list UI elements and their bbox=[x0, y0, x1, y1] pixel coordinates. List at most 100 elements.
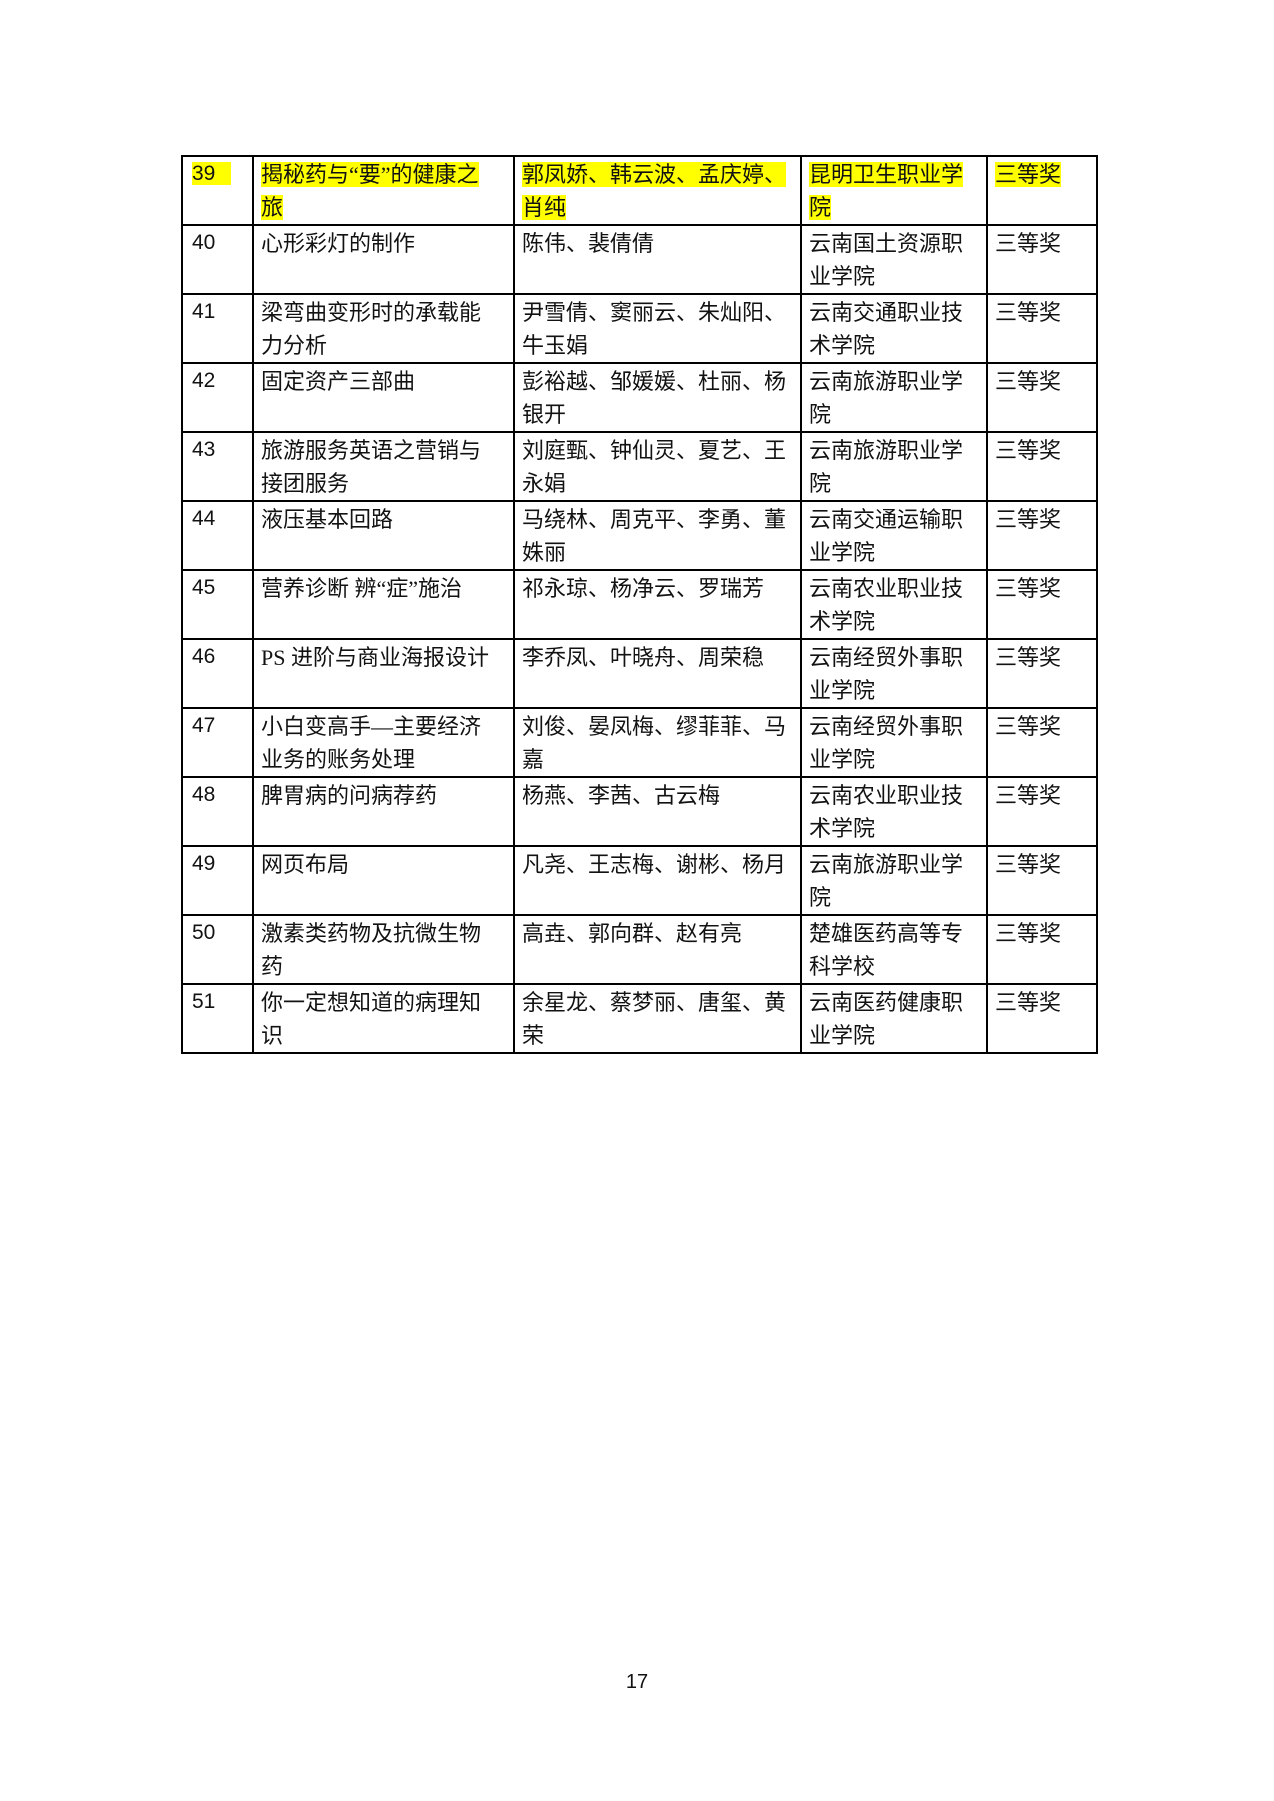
authors-text: 郭凤娇、韩云波、孟庆婷、 肖纯 bbox=[522, 162, 787, 220]
title-cell: 揭秘药与“要”的健康之 旅 bbox=[252, 155, 515, 226]
award-cell: 三等奖 bbox=[986, 569, 1098, 640]
award-text: 三等奖 bbox=[995, 576, 1062, 601]
institution-text: 云南交通职业技 术学院 bbox=[809, 300, 964, 358]
award-cell: 三等奖 bbox=[986, 155, 1098, 226]
award-cell: 三等奖 bbox=[986, 776, 1098, 847]
awards-table: 39 揭秘药与“要”的健康之 旅 郭凤娇、韩云波、孟庆婷、 肖纯 昆明卫生职业学… bbox=[181, 155, 1098, 1054]
no-cell: 46 bbox=[181, 638, 254, 709]
award-text: 三等奖 bbox=[995, 852, 1062, 877]
award-text: 三等奖 bbox=[995, 990, 1062, 1015]
authors-cell: 刘俊、晏凤梅、缪菲菲、马 嘉 bbox=[513, 707, 802, 778]
institution-text: 云南交通运输职 业学院 bbox=[809, 507, 964, 565]
institution-text: 云南医药健康职 业学院 bbox=[809, 990, 964, 1048]
institution-cell: 云南经贸外事职 业学院 bbox=[800, 638, 988, 709]
award-text: 三等奖 bbox=[995, 369, 1062, 394]
award-cell: 三等奖 bbox=[986, 362, 1098, 433]
table-row: 40 心形彩灯的制作 陈伟、裴倩倩 云南国土资源职 业学院 三等奖 bbox=[181, 224, 1098, 295]
institution-cell: 楚雄医药高等专 科学校 bbox=[800, 914, 988, 985]
table-row: 43 旅游服务英语之营销与 接团服务 刘庭甄、钟仙灵、夏艺、王 永娟 云南旅游职… bbox=[181, 431, 1098, 502]
authors-text: 祁永琼、杨净云、罗瑞芳 bbox=[522, 576, 765, 601]
no-cell: 43 bbox=[181, 431, 254, 502]
awards-table-body: 39 揭秘药与“要”的健康之 旅 郭凤娇、韩云波、孟庆婷、 肖纯 昆明卫生职业学… bbox=[181, 155, 1098, 1054]
institution-text: 云南经贸外事职 业学院 bbox=[809, 645, 964, 703]
title-text: 梁弯曲变形时的承载能 力分析 bbox=[261, 300, 482, 358]
title-cell: 固定资产三部曲 bbox=[252, 362, 515, 433]
no-text: 50 bbox=[192, 921, 216, 944]
institution-text: 云南经贸外事职 业学院 bbox=[809, 714, 964, 772]
no-text: 44 bbox=[192, 507, 216, 530]
award-text: 三等奖 bbox=[995, 714, 1062, 739]
authors-text: 尹雪倩、窦丽云、朱灿阳、 牛玉娟 bbox=[522, 300, 787, 358]
authors-cell: 杨燕、李茜、古云梅 bbox=[513, 776, 802, 847]
institution-cell: 云南农业职业技 术学院 bbox=[800, 569, 988, 640]
no-text: 40 bbox=[192, 231, 216, 254]
table-row: 44 液压基本回路 马绕林、周克平、李勇、董 姝丽 云南交通运输职 业学院 三等… bbox=[181, 500, 1098, 571]
title-text: 你一定想知道的病理知 识 bbox=[261, 990, 482, 1048]
title-cell: 小白变高手—主要经济 业务的账务处理 bbox=[252, 707, 515, 778]
no-cell: 48 bbox=[181, 776, 254, 847]
authors-cell: 郭凤娇、韩云波、孟庆婷、 肖纯 bbox=[513, 155, 802, 226]
title-text: 小白变高手—主要经济 业务的账务处理 bbox=[261, 714, 482, 772]
table-row: 48 脾胃病的问病荐药 杨燕、李茜、古云梅 云南农业职业技 术学院 三等奖 bbox=[181, 776, 1098, 847]
no-text: 48 bbox=[192, 783, 216, 806]
title-cell: 心形彩灯的制作 bbox=[252, 224, 515, 295]
page-number: 17 bbox=[625, 1671, 649, 1693]
no-text: 39 bbox=[192, 162, 232, 185]
title-text: 激素类药物及抗微生物 药 bbox=[261, 921, 482, 979]
award-cell: 三等奖 bbox=[986, 293, 1098, 364]
authors-text: 杨燕、李茜、古云梅 bbox=[522, 783, 721, 808]
authors-text: 李乔凤、叶晓舟、周荣稳 bbox=[522, 645, 765, 670]
award-cell: 三等奖 bbox=[986, 983, 1098, 1054]
award-cell: 三等奖 bbox=[986, 845, 1098, 916]
table-row: 47 小白变高手—主要经济 业务的账务处理 刘俊、晏凤梅、缪菲菲、马 嘉 云南经… bbox=[181, 707, 1098, 778]
award-cell: 三等奖 bbox=[986, 638, 1098, 709]
institution-cell: 云南旅游职业学 院 bbox=[800, 431, 988, 502]
no-cell: 50 bbox=[181, 914, 254, 985]
title-cell: 你一定想知道的病理知 识 bbox=[252, 983, 515, 1054]
title-text: 网页布局 bbox=[261, 852, 350, 877]
award-text: 三等奖 bbox=[995, 645, 1062, 670]
title-text: 固定资产三部曲 bbox=[261, 369, 416, 394]
authors-cell: 李乔凤、叶晓舟、周荣稳 bbox=[513, 638, 802, 709]
award-cell: 三等奖 bbox=[986, 500, 1098, 571]
institution-text: 昆明卫生职业学 院 bbox=[809, 162, 964, 220]
no-text: 49 bbox=[192, 852, 216, 875]
no-cell: 49 bbox=[181, 845, 254, 916]
authors-cell: 凡尧、王志梅、谢彬、杨月 bbox=[513, 845, 802, 916]
authors-cell: 彭裕越、邹媛媛、杜丽、杨 银开 bbox=[513, 362, 802, 433]
institution-text: 楚雄医药高等专 科学校 bbox=[809, 921, 964, 979]
award-text: 三等奖 bbox=[995, 783, 1062, 808]
institution-cell: 云南交通职业技 术学院 bbox=[800, 293, 988, 364]
authors-cell: 尹雪倩、窦丽云、朱灿阳、 牛玉娟 bbox=[513, 293, 802, 364]
award-text: 三等奖 bbox=[995, 507, 1062, 532]
table-row: 49 网页布局 凡尧、王志梅、谢彬、杨月 云南旅游职业学 院 三等奖 bbox=[181, 845, 1098, 916]
authors-text: 马绕林、周克平、李勇、董 姝丽 bbox=[522, 507, 787, 565]
no-cell: 42 bbox=[181, 362, 254, 433]
title-cell: 液压基本回路 bbox=[252, 500, 515, 571]
no-text: 45 bbox=[192, 576, 216, 599]
table-row: 39 揭秘药与“要”的健康之 旅 郭凤娇、韩云波、孟庆婷、 肖纯 昆明卫生职业学… bbox=[181, 155, 1098, 226]
title-cell: 梁弯曲变形时的承载能 力分析 bbox=[252, 293, 515, 364]
institution-cell: 云南交通运输职 业学院 bbox=[800, 500, 988, 571]
award-cell: 三等奖 bbox=[986, 224, 1098, 295]
award-cell: 三等奖 bbox=[986, 707, 1098, 778]
authors-cell: 高垚、郭向群、赵有亮 bbox=[513, 914, 802, 985]
table-row: 42 固定资产三部曲 彭裕越、邹媛媛、杜丽、杨 银开 云南旅游职业学 院 三等奖 bbox=[181, 362, 1098, 433]
award-text: 三等奖 bbox=[995, 231, 1062, 256]
institution-cell: 云南国土资源职 业学院 bbox=[800, 224, 988, 295]
title-cell: 脾胃病的问病荐药 bbox=[252, 776, 515, 847]
title-cell: 网页布局 bbox=[252, 845, 515, 916]
table-row: 50 激素类药物及抗微生物 药 高垚、郭向群、赵有亮 楚雄医药高等专 科学校 三… bbox=[181, 914, 1098, 985]
authors-text: 刘庭甄、钟仙灵、夏艺、王 永娟 bbox=[522, 438, 787, 496]
title-cell: 激素类药物及抗微生物 药 bbox=[252, 914, 515, 985]
authors-text: 凡尧、王志梅、谢彬、杨月 bbox=[522, 852, 787, 877]
title-text: 旅游服务英语之营销与 接团服务 bbox=[261, 438, 482, 496]
institution-text: 云南农业职业技 术学院 bbox=[809, 576, 964, 634]
table-row: 41 梁弯曲变形时的承载能 力分析 尹雪倩、窦丽云、朱灿阳、 牛玉娟 云南交通职… bbox=[181, 293, 1098, 364]
table-row: 45 营养诊断 辨“症”施治 祁永琼、杨净云、罗瑞芳 云南农业职业技 术学院 三… bbox=[181, 569, 1098, 640]
authors-cell: 陈伟、裴倩倩 bbox=[513, 224, 802, 295]
award-text: 三等奖 bbox=[995, 438, 1062, 463]
institution-text: 云南农业职业技 术学院 bbox=[809, 783, 964, 841]
institution-cell: 昆明卫生职业学 院 bbox=[800, 155, 988, 226]
